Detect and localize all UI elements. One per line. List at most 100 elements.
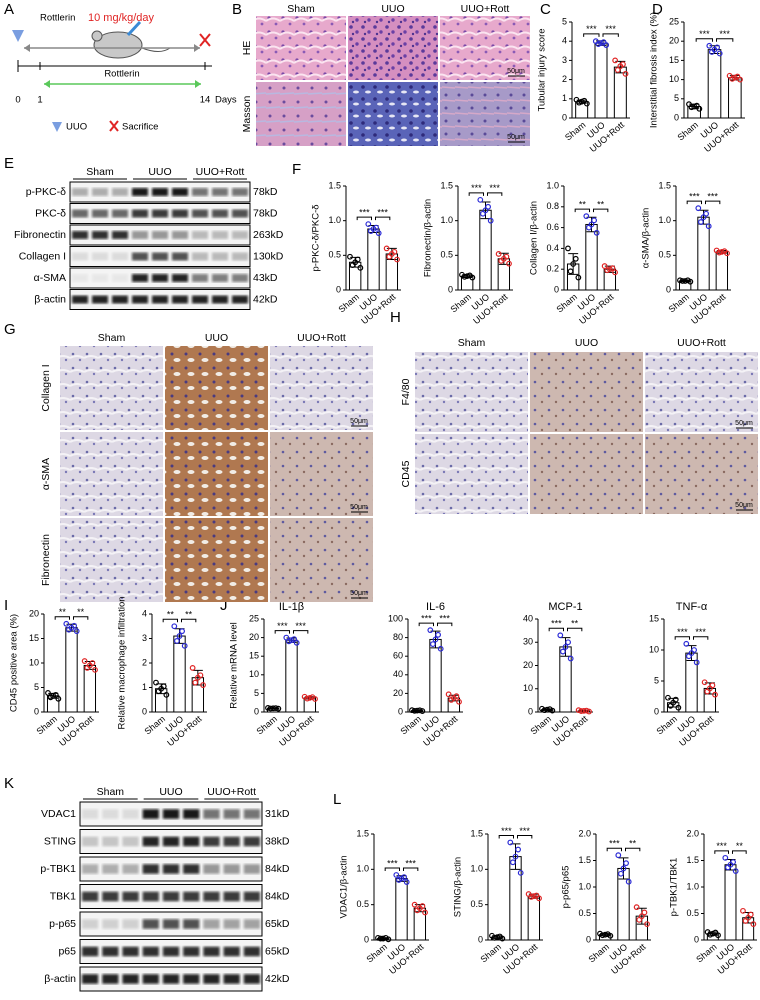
data-point <box>373 224 380 231</box>
y-tick-label: 0.5 <box>658 250 671 260</box>
blot-band <box>122 809 139 819</box>
sig-label: *** <box>387 858 398 868</box>
data-point <box>375 230 382 237</box>
group-label: Sham <box>97 786 125 798</box>
y-tick-label: 25 <box>669 16 679 26</box>
data-point <box>354 256 361 263</box>
sig-label: *** <box>689 192 700 202</box>
sig-label: ** <box>77 607 85 617</box>
data-point <box>609 265 616 272</box>
data-point <box>270 705 277 712</box>
row-label: F4/80 <box>400 378 412 405</box>
data-point <box>578 98 585 105</box>
data-point <box>573 96 580 103</box>
data-point <box>272 705 279 711</box>
blot-band <box>72 231 88 239</box>
panel-label: J <box>220 597 228 614</box>
blot-band <box>122 946 139 957</box>
blot-band <box>142 974 159 984</box>
sig-bracket <box>695 38 713 42</box>
panel-label: F <box>292 161 301 178</box>
data-point <box>641 909 648 916</box>
y-tick-label: 0 <box>398 706 403 716</box>
data-point <box>375 934 381 941</box>
bar <box>367 228 380 291</box>
data-point <box>422 909 428 916</box>
blot-size-label: 42kD <box>253 293 278 305</box>
blot-band <box>132 252 148 261</box>
data-point <box>580 707 587 714</box>
blot-band <box>203 864 220 874</box>
y-tick-label: 1.5 <box>356 828 369 838</box>
blot-row-label: STING <box>44 835 76 847</box>
blot-size-label: 78kD <box>253 207 278 219</box>
blot-band <box>152 252 168 261</box>
column-label: UUO+Rott <box>297 332 346 344</box>
blot-band <box>142 864 159 874</box>
y-axis-label: α-SMA/β-actin <box>641 208 652 269</box>
data-point <box>435 631 442 638</box>
data-point <box>701 679 708 686</box>
micrograph <box>165 432 268 516</box>
blot-band <box>223 891 240 902</box>
data-point <box>601 263 608 269</box>
sig-label: *** <box>439 614 450 624</box>
y-tick-label: 0.5 <box>578 908 591 918</box>
sig-bracket <box>274 630 290 634</box>
x-tick-label: Sham <box>667 292 691 315</box>
sig-label: *** <box>471 183 482 193</box>
blot-band <box>203 919 220 929</box>
bar <box>413 907 427 941</box>
blot-size-label: 31kD <box>265 808 290 820</box>
blot-band <box>92 209 108 218</box>
sig-bracket <box>517 834 533 839</box>
sig-bracket <box>583 33 600 37</box>
data-point <box>644 921 650 927</box>
data-point <box>546 706 553 713</box>
y-tick-label: 100 <box>388 613 403 623</box>
blot-band <box>192 231 208 239</box>
data-point <box>693 102 700 109</box>
data-point <box>383 245 390 252</box>
blot-band <box>192 252 208 261</box>
data-point <box>622 70 629 77</box>
data-point <box>636 916 643 923</box>
data-point <box>459 271 465 278</box>
sig-label: ** <box>59 607 67 617</box>
column-label: UUO <box>381 3 404 15</box>
column-label: UUO+Rott <box>677 337 726 349</box>
y-tick-label: 3 <box>562 55 567 65</box>
sig-label: ** <box>185 610 193 620</box>
data-point <box>181 642 188 649</box>
blot-band <box>72 274 88 282</box>
blot-band <box>142 919 159 929</box>
blot-band <box>132 231 148 239</box>
data-point <box>163 691 170 698</box>
data-point <box>565 639 571 646</box>
sig-label: *** <box>405 858 416 868</box>
y-tick-label: 0 <box>142 706 147 716</box>
data-point <box>575 274 582 281</box>
chart-title: MCP-1 <box>548 601 582 613</box>
data-point <box>291 636 298 642</box>
y-tick-label: 15 <box>29 633 39 643</box>
y-tick-label: 1.0 <box>440 215 453 225</box>
y-tick-label: 1.0 <box>470 864 483 874</box>
y-tick-label: 1.0 <box>658 215 671 225</box>
data-point <box>503 253 510 260</box>
data-point <box>612 57 619 64</box>
bar <box>527 895 541 941</box>
y-tick-label: 2 <box>562 74 567 84</box>
blot-band <box>223 809 240 819</box>
bar <box>685 652 698 713</box>
data-point <box>525 891 532 897</box>
sig-label: ** <box>579 200 587 210</box>
sig-bracket <box>375 216 391 221</box>
y-tick-label: 10 <box>523 683 533 693</box>
sig-label: *** <box>501 826 512 836</box>
scale-label: 50μm <box>735 420 753 427</box>
y-tick-label: 1.5 <box>658 180 671 190</box>
sig-label: *** <box>359 208 370 218</box>
data-point <box>419 903 426 909</box>
blot-band <box>192 295 208 304</box>
